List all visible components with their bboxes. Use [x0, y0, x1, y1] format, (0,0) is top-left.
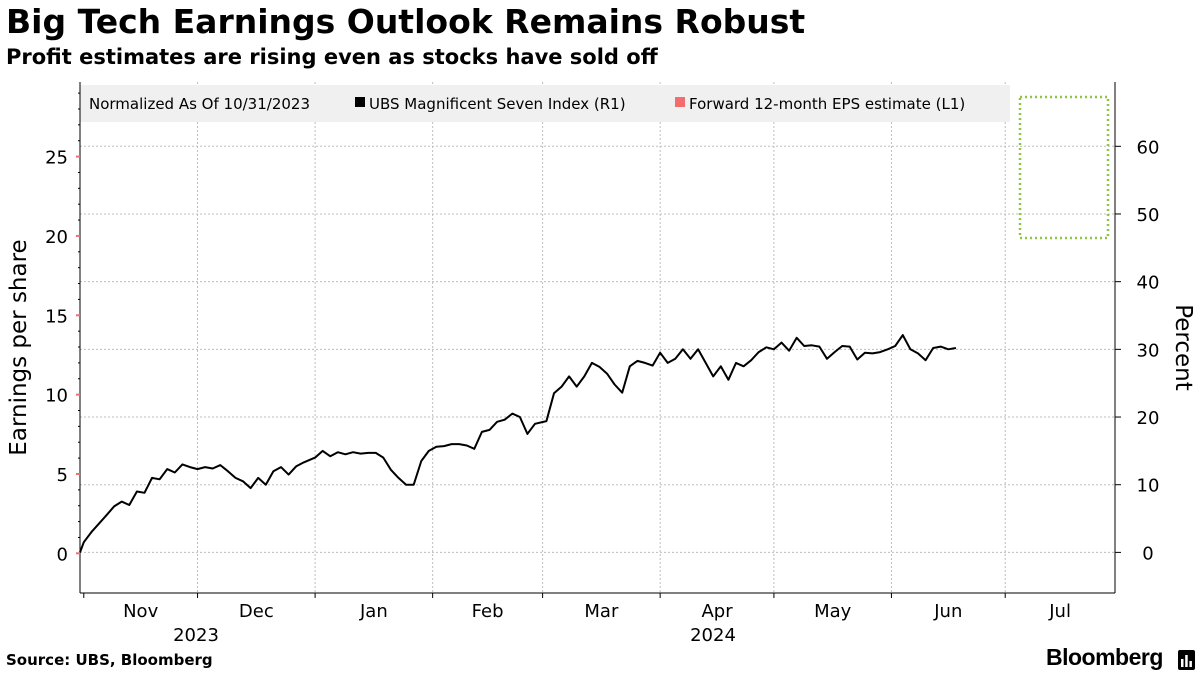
- left-tick-label: 0: [57, 544, 68, 565]
- x-month-label: Jan: [359, 601, 388, 622]
- legend-label-eps: Forward 12-month EPS estimate (L1): [689, 95, 965, 113]
- right-tick-label: 50: [1137, 205, 1160, 226]
- left-tick-label: 5: [57, 465, 68, 486]
- left-tick-label: 25: [45, 148, 68, 169]
- legend-swatch-eps: [675, 97, 685, 107]
- chart-subtitle: Profit estimates are rising even as stoc…: [6, 45, 658, 69]
- x-month-label: Jun: [933, 601, 962, 622]
- legend-background: [80, 85, 1010, 122]
- x-year-label: 2024: [690, 625, 736, 646]
- right-tick-label: 40: [1137, 273, 1160, 294]
- legend-swatch-index: [355, 97, 365, 107]
- right-tick-label: 30: [1137, 340, 1160, 361]
- left-tick-label: 15: [45, 306, 68, 327]
- right-axis-label: Percent: [1170, 304, 1196, 391]
- series-lines: [79, 334, 957, 553]
- highlight-box: [1018, 95, 1110, 240]
- grid: [80, 82, 1115, 593]
- x-month-label: Dec: [239, 601, 274, 622]
- x-year-label: 2023: [173, 625, 219, 646]
- index-line: [79, 334, 957, 553]
- left-axis-label: Earnings per share: [6, 239, 32, 455]
- x-month-label: May: [814, 601, 852, 622]
- x-month-label: Feb: [472, 601, 504, 622]
- bloomberg-chart-icon: [1178, 650, 1195, 670]
- right-tick-label: 60: [1137, 137, 1160, 158]
- axes: 0 5 10 15 20 25 Earnings per share 0 10 20 30 40 50 6…: [6, 82, 1196, 646]
- chart-title: Big Tech Earnings Outlook Remains Robust: [6, 2, 806, 41]
- legend-label-index: UBS Magnificent Seven Index (R1): [369, 95, 626, 113]
- x-month-label: Apr: [701, 601, 733, 622]
- x-month-label: Nov: [123, 601, 158, 622]
- x-month-label: Jul: [1048, 601, 1071, 622]
- legend-note: Normalized As Of 10/31/2023: [89, 95, 310, 113]
- source-note: Source: UBS, Bloomberg: [6, 651, 213, 669]
- right-tick-label: 0: [1142, 543, 1153, 564]
- left-tick-label: 20: [45, 227, 68, 248]
- right-tick-label: 10: [1137, 476, 1160, 497]
- x-month-label: Mar: [584, 601, 619, 622]
- right-tick-label: 20: [1137, 408, 1160, 429]
- left-tick-label: 10: [45, 386, 68, 407]
- bloomberg-logo: Bloomberg: [1046, 644, 1163, 670]
